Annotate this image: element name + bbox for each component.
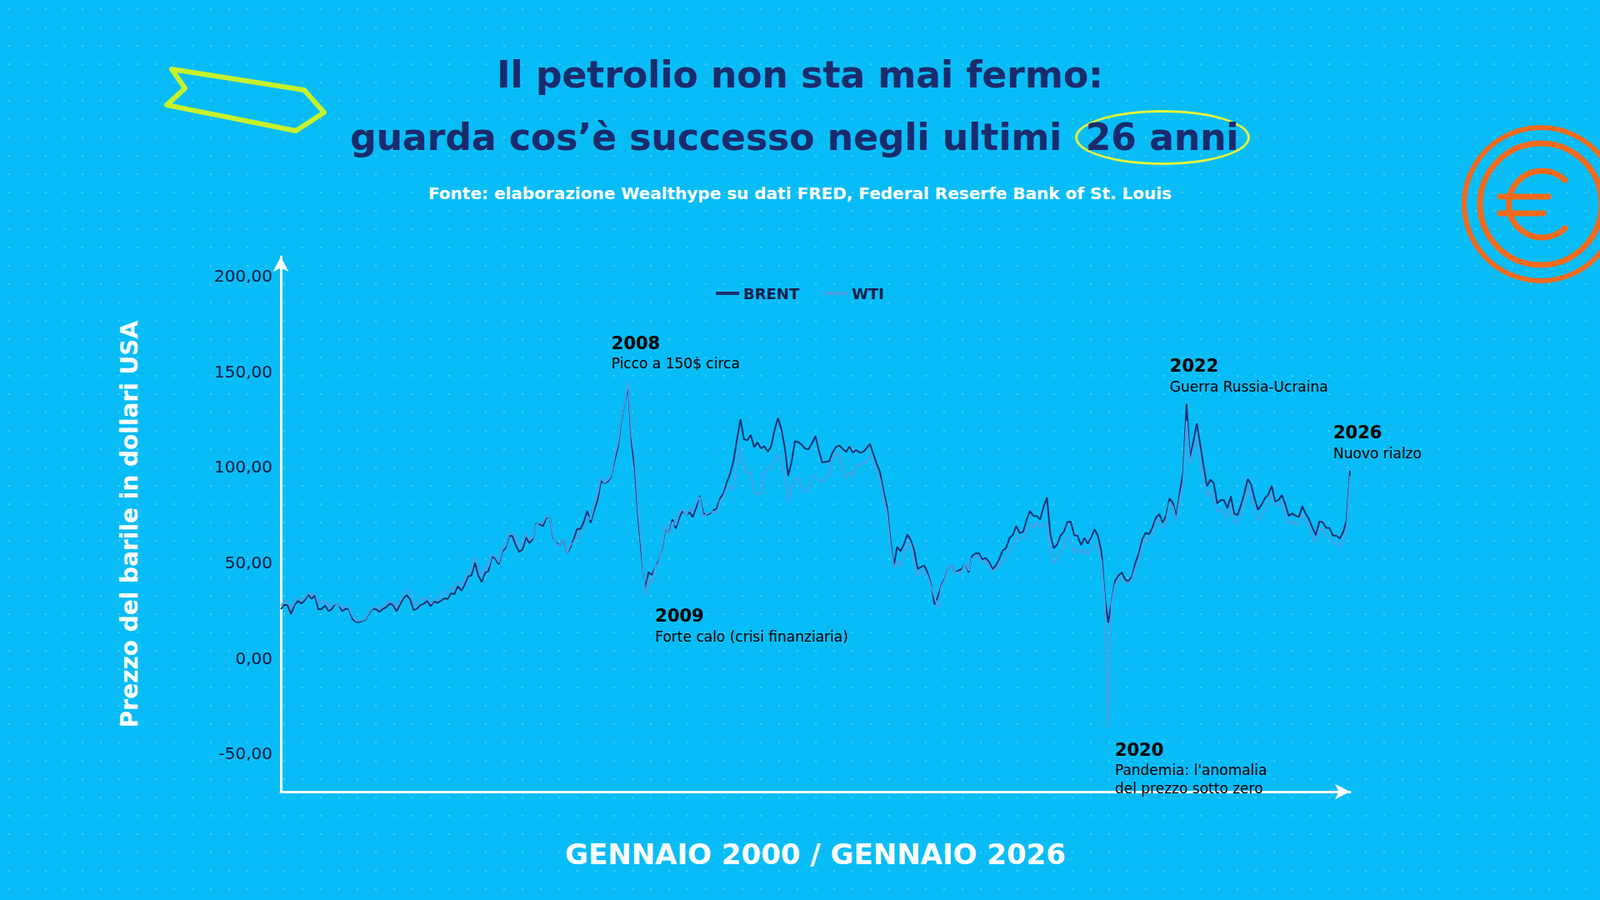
svg-text:0,00: 0,00	[235, 648, 273, 669]
svg-text:Forte calo (crisi finanziaria): Forte calo (crisi finanziaria)	[655, 628, 849, 645]
svg-text:Guerra Russia-Ucraina: Guerra Russia-Ucraina	[1170, 378, 1329, 395]
svg-text:-50,00: -50,00	[219, 743, 273, 764]
svg-text:50,00: 50,00	[225, 552, 273, 573]
html-text:Il petrolio non sta mai fermo:: Il petrolio non sta mai fermo:	[496, 53, 1104, 96]
svg-text:2008: 2008	[611, 333, 660, 354]
html-text:Fonte: elaborazione Wealthype: Fonte: elaborazione Wealthype su dati FR…	[428, 183, 1172, 204]
svg-text:WTI: WTI	[851, 285, 885, 303]
svg-text:200,00: 200,00	[214, 265, 273, 286]
svg-text:150,00: 150,00	[214, 361, 273, 382]
html-text:guarda cos’è successo negli ul: guarda cos’è successo negli ultimi 26 an…	[350, 115, 1239, 159]
svg-text:del prezzo sotto zero: del prezzo sotto zero	[1115, 780, 1264, 797]
svg-text:2026: 2026	[1333, 422, 1382, 443]
svg-text:BRENT: BRENT	[743, 285, 800, 303]
svg-text:100,00: 100,00	[214, 456, 273, 477]
svg-text:Pandemia: l'anomalia: Pandemia: l'anomalia	[1115, 761, 1268, 779]
svg-text:2009: 2009	[655, 605, 704, 626]
svg-text:GENNAIO 2000 / GENNAIO 2026: GENNAIO 2000 / GENNAIO 2026	[565, 837, 1066, 871]
svg-text:2020: 2020	[1115, 740, 1164, 760]
svg-text:2022: 2022	[1170, 355, 1219, 376]
svg-text:Nuovo rialzo: Nuovo rialzo	[1333, 445, 1422, 462]
svg-text:Picco a 150$ circa: Picco a 150$ circa	[611, 355, 740, 372]
svg-text:Prezzo del barile in dollari U: Prezzo del barile in dollari USA	[115, 320, 144, 729]
